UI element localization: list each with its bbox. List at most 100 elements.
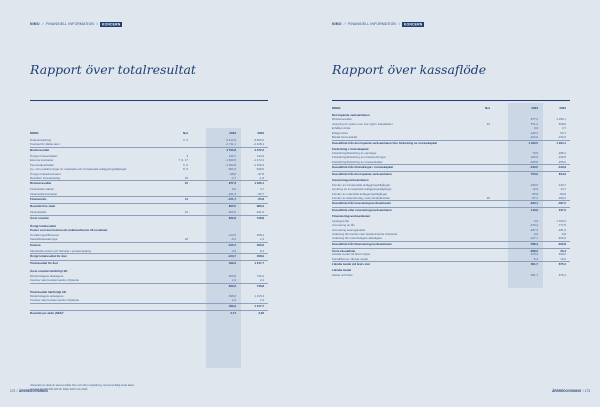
table-row: Resultat per aktie (SEK)¹ 2,71 3,26 xyxy=(30,309,268,315)
row-value-2023: -120,7 xyxy=(227,242,236,247)
row-value-2022: 2,4 xyxy=(259,237,264,242)
row-label: Upptagna lån xyxy=(332,218,350,223)
column-label: MSEK xyxy=(332,106,341,110)
row-value-2023: -470,4 xyxy=(529,223,538,228)
row-value-2023: -114,5 xyxy=(228,232,236,237)
table-row: Upptagna lån 0,0 1 049,0 xyxy=(332,219,570,223)
table-row: Övriga rörelseintäkter 4 130,7 123,9 xyxy=(30,154,268,158)
row-label: Kassaflöde från förändringar i rörelseka… xyxy=(332,165,393,170)
row-label: Förändring/förändring av rörelseskulder xyxy=(332,159,383,164)
row-value-2022: 1 294,1 xyxy=(556,140,566,145)
row-value-2022: -1 472,3 xyxy=(253,158,264,163)
table-row: Personalkostnader 5, 6 -1 532,8 -1 339,4 xyxy=(30,163,268,167)
row-value-2022: 748,8 xyxy=(256,215,264,220)
row-value-2022: -83,8 xyxy=(559,191,566,196)
row-label: Amortering av lån xyxy=(332,223,355,228)
row-label: Innehav utan bestämmande inflytande xyxy=(30,278,80,283)
row-value-2022: 1 049,0 xyxy=(556,218,566,223)
row-label: Omräkningsdifferenser xyxy=(30,232,60,237)
row-value-2022: 3,7 xyxy=(561,126,566,131)
footnote: ¹Resultat per aktie är samma både före o… xyxy=(30,384,135,391)
row-label: Investeringsverksamheten xyxy=(332,178,369,183)
row-value-2022: 468,9 xyxy=(256,254,264,259)
footer-brand: ÅRSREDOVISNING xyxy=(552,389,582,393)
section-heading: Finansieringsverksamheten xyxy=(332,214,570,218)
row-value-2023: 2,4 xyxy=(231,278,236,283)
page-number: 172 xyxy=(10,389,16,393)
table-row: Externa kostnader 7, 9, 17 -1 660,5 -1 472,… xyxy=(30,158,268,162)
row-value-2022: 458,2 xyxy=(256,232,264,237)
row-label: Amortering leasingskulder xyxy=(332,227,366,232)
table-row: Förvärv av immateriella anläggningstillg… xyxy=(332,183,570,187)
table-row: Resultat före skatt 825,5 980,3 xyxy=(30,203,268,208)
row-value-2023: 622,9 xyxy=(228,215,236,220)
table-row: Förändring/förändring av rörelseskulder -… xyxy=(332,160,570,164)
row-label: Den löpande verksamheten xyxy=(332,113,370,117)
row-value-2022: 3,26 xyxy=(258,310,264,315)
row-value-2022: 10,0 xyxy=(560,256,566,261)
section-heading: Den löpande verksamheten xyxy=(332,113,570,117)
table-row: Förändring/förändring av varulager 70,9 -1… xyxy=(332,151,570,155)
table-row: Årets resultat 622,9 748,8 xyxy=(30,214,268,220)
row-label: Personalkostnader xyxy=(30,162,55,167)
row-value-2023: -405,8 xyxy=(529,159,538,164)
section-heading: Poster som kan komma att omklassificeras… xyxy=(30,228,268,232)
header-tag: KONCERN xyxy=(100,21,122,27)
header-section: FINANSIELL INFORMATION xyxy=(347,22,397,26)
row-note: 7, 9, 17 xyxy=(178,158,188,163)
table-row: Moderbolagets aktieägare 496,8 1 215,3 xyxy=(30,294,268,298)
row-note: 18 xyxy=(184,237,188,242)
row-value-2023: -161,3 xyxy=(227,191,236,196)
row-value-2023: 825,5 xyxy=(228,204,236,209)
row-value-2022: -59,7 xyxy=(257,191,264,196)
row-label: Nettoomsättning xyxy=(30,138,52,142)
row-label: Årets resultat xyxy=(30,215,49,220)
row-value-2023: -2,7 xyxy=(231,176,236,181)
row-value-2022: -1,9 xyxy=(259,176,264,181)
row-value-2022: 1 036,1 xyxy=(254,181,264,186)
row-value-2023: -330,1 xyxy=(529,201,538,206)
row-value-2023: -151,7 xyxy=(227,197,236,202)
table-row: Moderbolagets aktieägare 620,5 746,4 xyxy=(30,274,268,278)
row-value-2022: -497,0 xyxy=(557,201,566,206)
header-brand: NIMO xyxy=(332,22,342,26)
row-value-2023: 571,4 xyxy=(530,121,538,126)
row-label: Finansnetto xyxy=(30,197,47,202)
table-row: Summa -120,7 460,6 xyxy=(30,241,268,247)
row-value-2022: -548,5 xyxy=(255,167,264,172)
row-value-2023: -1 660,5 xyxy=(225,158,236,163)
row-value-2023: 0,0 xyxy=(533,218,538,223)
table-row: Rörelseresultat 977,2 1 036,1 xyxy=(332,117,570,121)
column-2023: 2023 xyxy=(531,106,538,110)
row-value-2023: -368,5 xyxy=(529,248,538,253)
table-row: Erlagd ränta -145,1 -53,7 xyxy=(332,131,570,135)
row-value-2023: 9 413,9 xyxy=(226,138,236,142)
table-row: Kassaflöde från den löpande verksamheten… xyxy=(332,139,570,145)
row-value-2023: 12,9 xyxy=(532,187,538,192)
row-value-2023: 675,4 xyxy=(530,252,538,257)
row-note: 5, 6 xyxy=(183,162,188,167)
table-row: Övrigt totalresultat för året -123,7 468,9 xyxy=(30,253,268,258)
page-header: NIMO//FINANSIELL INFORMATION//KONCERN xyxy=(332,21,424,27)
row-label: Övrigt totalresultat xyxy=(30,223,56,228)
row-label: Resultat före skatt xyxy=(30,204,56,209)
row-value-2022: 1 217,7 xyxy=(254,260,264,265)
table-row: Aktuariella vinster och förluster i pens… xyxy=(30,249,268,253)
row-label: Kassaflöde från den löpande verksamheten… xyxy=(332,140,437,145)
row-value-2023: 620,5 xyxy=(228,273,236,278)
row-value-2023: -561,6 xyxy=(227,167,236,172)
section-heading: Förändring i rörelsekapital xyxy=(332,147,570,151)
column-label: MSEK xyxy=(30,131,39,135)
row-label: Kassaflöde efter investeringsverksamhete… xyxy=(332,208,392,213)
row-value-2023: -4 711,1 xyxy=(225,142,236,147)
row-value-2022: 844,2 xyxy=(558,172,566,177)
page-footer: 172 // ÅRSREDOVISNING xyxy=(10,389,48,393)
row-label: Kassaflöde från finansieringsverksamhete… xyxy=(332,241,392,246)
table-row: Inkomstskatt 12 -202,6 -231,5 xyxy=(30,210,268,214)
page-footer: ÅRSREDOVISNING // 173 xyxy=(552,389,590,393)
section-heading: Årets resultat hänförligt till: xyxy=(30,269,268,273)
row-value-2023: 977,2 xyxy=(530,117,538,122)
table-row: Nettoomsättning 2, 3 9 413,9 8 820,6 xyxy=(30,138,268,142)
row-value-2022: 8,3 xyxy=(259,248,264,253)
table-row: Innehav utan bestämmande inflytande 2,4 2,… xyxy=(30,278,268,282)
